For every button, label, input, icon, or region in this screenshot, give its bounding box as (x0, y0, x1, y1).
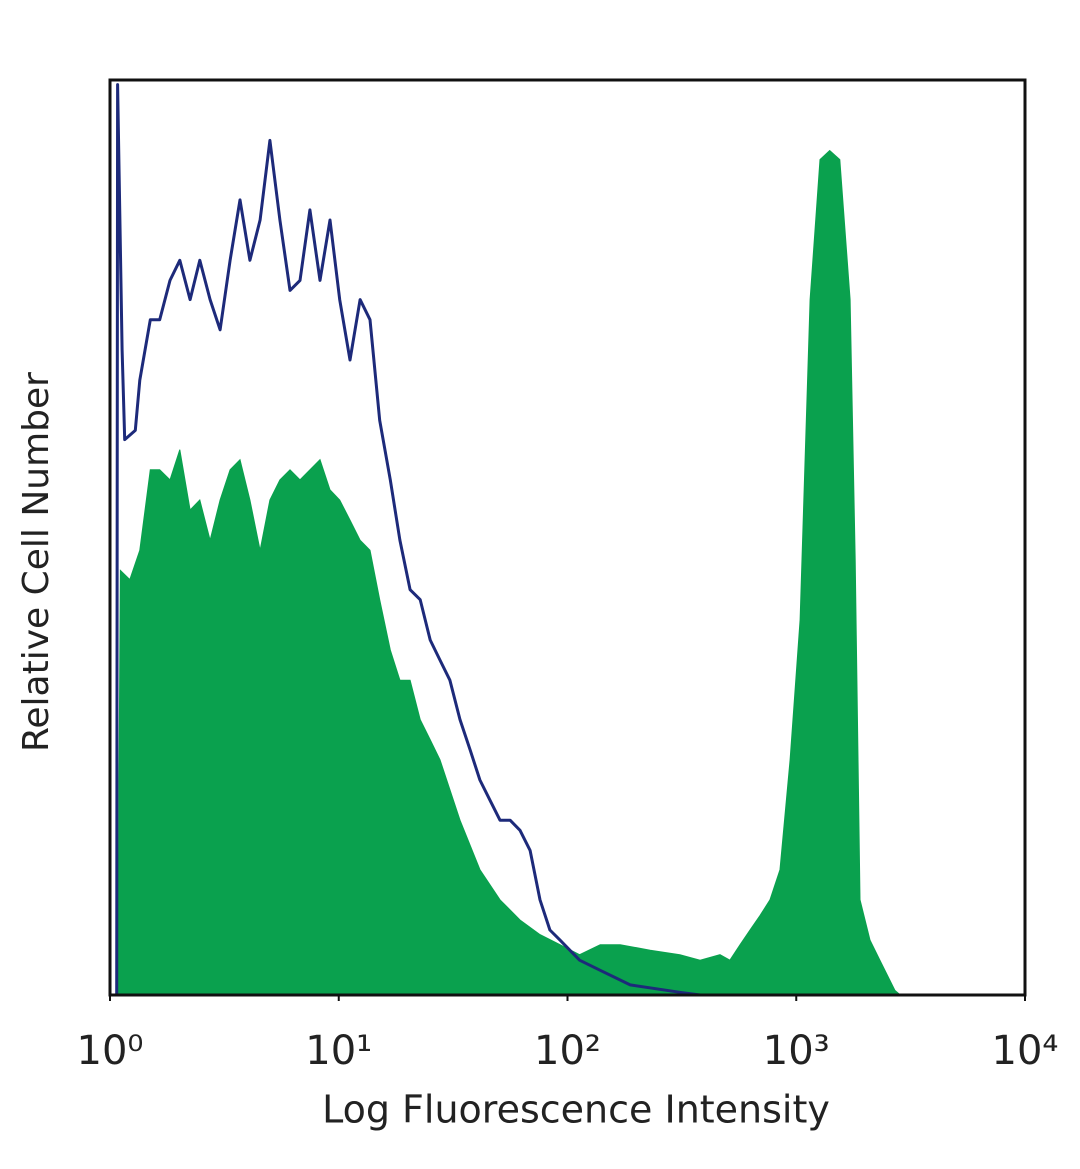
histogram-line (115, 83, 701, 997)
x-tick-label: 10⁴ (992, 1028, 1059, 1074)
y-axis-label: Relative Cell Number (16, 372, 57, 752)
x-axis-label: Log Fluorescence Intensity (322, 1088, 830, 1132)
x-tick-label: 10¹ (305, 1028, 372, 1074)
x-tick-label: 10² (534, 1028, 601, 1074)
x-tick-label: 10³ (763, 1028, 830, 1074)
histogram-area (117, 149, 902, 996)
x-tick-label: 10⁰ (77, 1028, 144, 1074)
